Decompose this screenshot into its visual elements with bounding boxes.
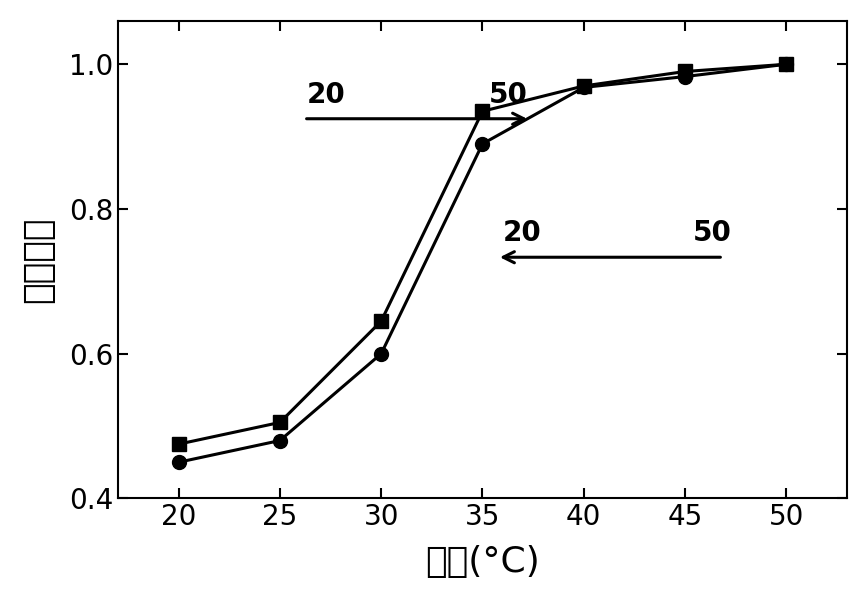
Text: 50: 50 (693, 220, 732, 247)
Text: 50: 50 (489, 81, 528, 109)
Text: 20: 20 (306, 81, 345, 109)
Text: 20: 20 (503, 220, 542, 247)
X-axis label: 温度(°C): 温度(°C) (425, 545, 540, 579)
Y-axis label: 荧光强度: 荧光强度 (21, 217, 55, 303)
